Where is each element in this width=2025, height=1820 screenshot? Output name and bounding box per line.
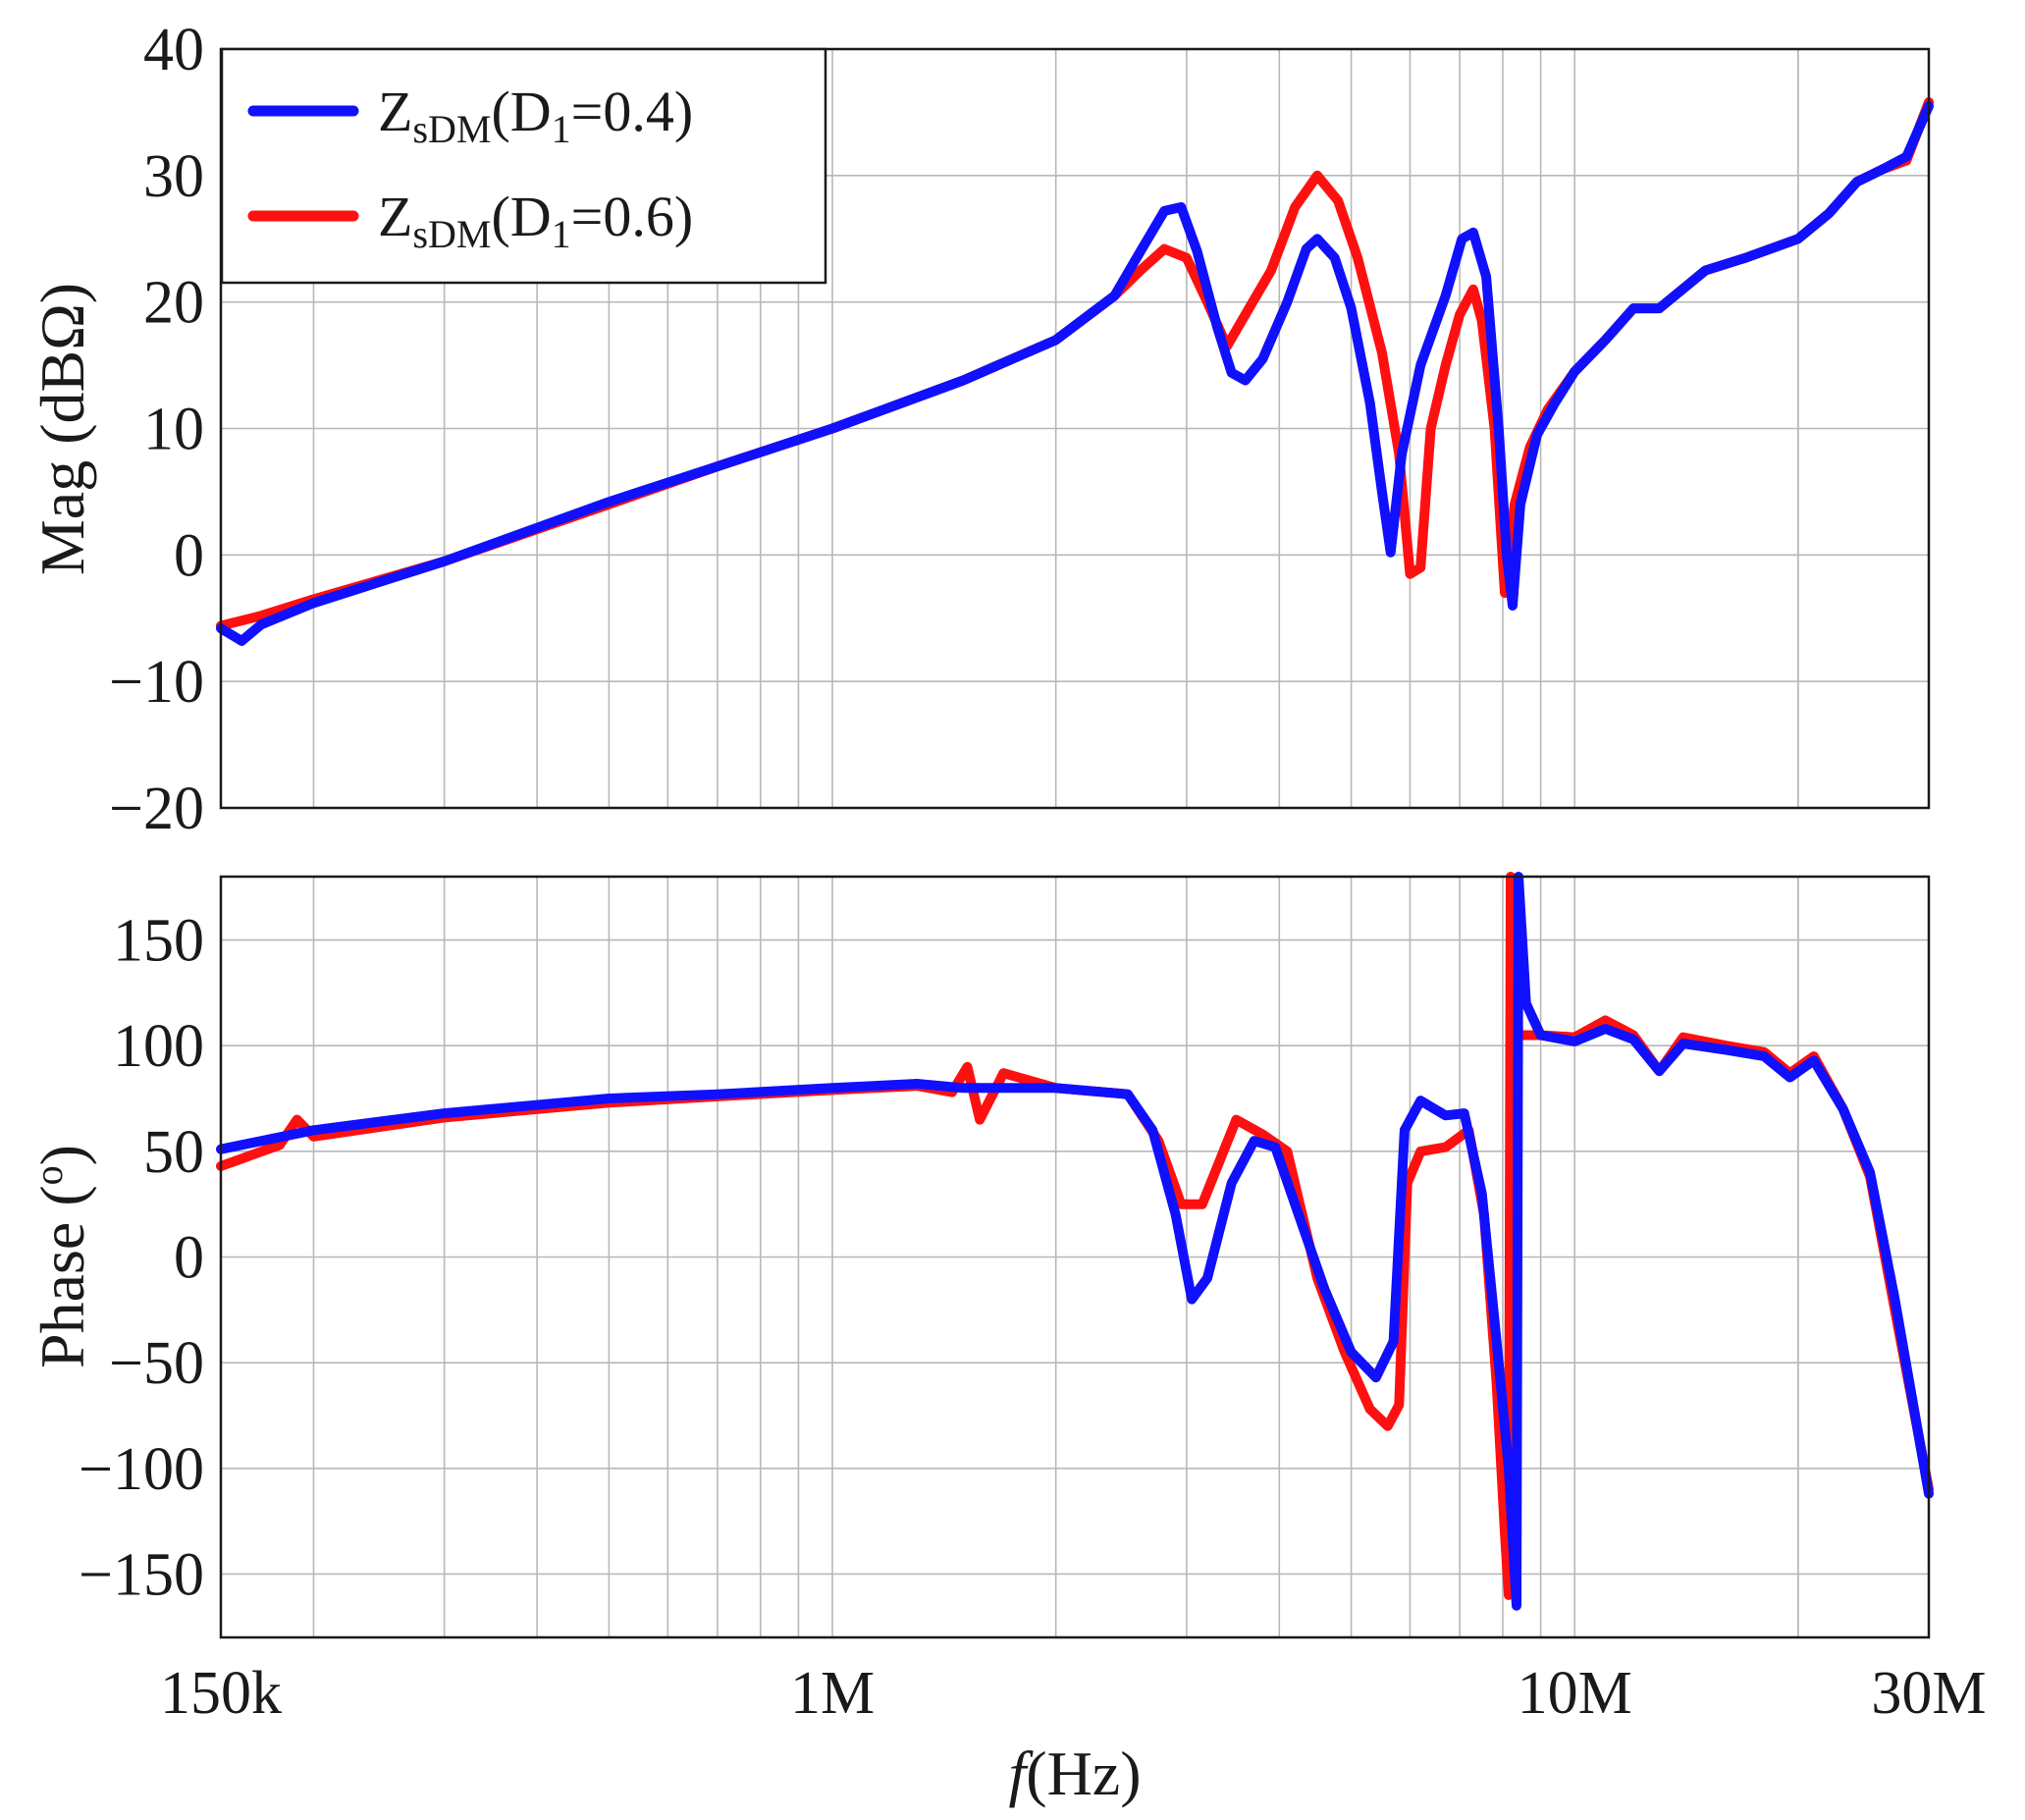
phase-y-label: Phase (o) (27, 1145, 97, 1368)
magnitude-y-tick-label: 40 (143, 17, 204, 83)
magnitude-y-tick-label: 30 (143, 143, 204, 210)
phase-series-blue-line (216, 872, 1934, 1611)
phase-y-ticks: −150 −100 −50 0 50 100 150 (79, 908, 204, 1609)
phase-plot-frame (219, 875, 1931, 1639)
magnitude-y-tick-label: −10 (109, 649, 204, 716)
x-tick-labels: 150k 1M 10M 30M (160, 1660, 1987, 1727)
magnitude-plot-frame (219, 47, 1931, 810)
x-tick-label: 30M (1871, 1660, 1986, 1727)
x-tick-label: 10M (1518, 1660, 1632, 1727)
magnitude-y-tick-label: −20 (109, 776, 204, 842)
magnitude-y-tick-label: 10 (143, 397, 204, 463)
x-axis-label: f(Hz) (1008, 1739, 1141, 1808)
magnitude-y-ticks: −20 −10 0 10 20 30 40 (109, 17, 204, 842)
magnitude-y-tick-label: 0 (174, 522, 204, 589)
x-tick-label: 150k (160, 1660, 282, 1727)
legend-entry-blue: ZsDM(D1=0.4) (378, 80, 693, 151)
legend-box (220, 47, 827, 285)
phase-series (216, 872, 1934, 1611)
magnitude-panel: −20 −10 0 10 20 30 40 Mag (dBΩ) ZsDM(D1=0.4) Z… (27, 17, 1934, 842)
magnitude-y-label: Mag (dBΩ) (27, 283, 97, 575)
magnitude-series-blue-line (216, 101, 1934, 646)
magnitude-y-tick-label: 20 (143, 270, 204, 337)
phase-grid (221, 877, 1929, 1637)
phase-y-tick-label: −50 (109, 1330, 204, 1397)
phase-y-tick-label: 100 (113, 1013, 204, 1080)
phase-y-tick-label: −150 (79, 1541, 204, 1608)
phase-y-tick-label: 50 (143, 1119, 204, 1186)
legend-entry-red: ZsDM(D1=0.6) (378, 185, 693, 256)
magnitude-series (216, 97, 1934, 646)
phase-y-tick-label: 150 (113, 908, 204, 975)
x-tick-label: 1M (790, 1660, 875, 1727)
phase-y-tick-label: 0 (174, 1225, 204, 1292)
legend: ZsDM(D1=0.4) ZsDM(D1=0.6) (220, 47, 827, 285)
phase-panel: −150 −100 −50 0 50 100 150 Phase (o) 150k 1M 10M… (27, 872, 1987, 1808)
phase-y-tick-label: −100 (79, 1436, 204, 1503)
